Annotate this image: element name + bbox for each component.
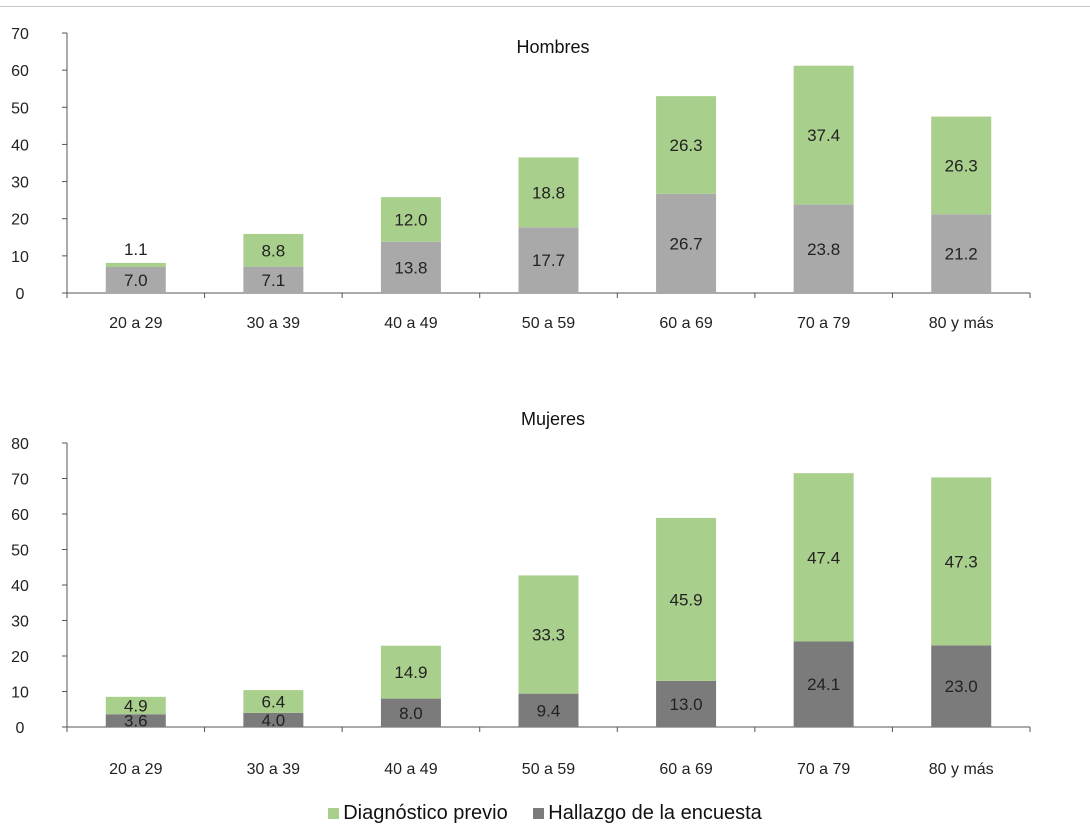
chart-title-hombres: Hombres bbox=[516, 37, 589, 57]
y-tick-label-mujeres: 40 bbox=[11, 578, 29, 595]
data-label-mujeres-hallazgo: 23.0 bbox=[945, 677, 978, 696]
x-tick-label-hombres: 80 y más bbox=[929, 315, 994, 332]
bar-hombres-diagnostico bbox=[380, 197, 441, 242]
bar-hombres-hallazgo bbox=[105, 267, 166, 293]
data-label-mujeres-hallazgo: 4.0 bbox=[262, 711, 286, 730]
bar-hombres-diagnostico bbox=[243, 233, 304, 267]
data-label-mujeres-diagnostico: 47.3 bbox=[945, 552, 978, 571]
y-tick-label-hombres: 70 bbox=[11, 26, 29, 43]
bar-mujeres-diagnostico bbox=[793, 473, 854, 642]
x-tick-label-hombres: 40 a 49 bbox=[384, 315, 437, 332]
data-label-hombres-diagnostico: 8.8 bbox=[262, 241, 286, 260]
bar-hombres-diagnostico bbox=[931, 116, 992, 215]
bar-hombres-hallazgo bbox=[380, 241, 441, 293]
bar-hombres-diagnostico bbox=[793, 65, 854, 205]
x-tick-label-hombres: 60 a 69 bbox=[659, 315, 712, 332]
legend-label-hallazgo: Hallazgo de la encuesta bbox=[548, 802, 762, 824]
y-tick-label-mujeres: 60 bbox=[11, 507, 29, 524]
x-tick-label-hombres: 70 a 79 bbox=[797, 315, 850, 332]
bar-mujeres-diagnostico bbox=[931, 477, 992, 646]
legend-item-diagnostico: Diagnóstico previo bbox=[328, 802, 508, 825]
data-label-mujeres-diagnostico: 6.4 bbox=[262, 692, 286, 711]
legend-swatch-diagnostico bbox=[328, 808, 340, 819]
data-label-mujeres-diagnostico: 14.9 bbox=[394, 663, 427, 682]
data-label-mujeres-diagnostico: 45.9 bbox=[670, 590, 703, 609]
data-label-hombres-diagnostico: 18.8 bbox=[532, 183, 565, 202]
x-tick-label-hombres: 30 a 39 bbox=[247, 315, 300, 332]
x-tick-label-hombres: 20 a 29 bbox=[109, 315, 162, 332]
charts-canvas: Hombres 0 10 20 30 40 50 60 70 20 a 29 7.0 1.1 30 a … bbox=[11, 26, 1031, 778]
bar-hombres-diagnostico bbox=[518, 157, 579, 228]
data-label-mujeres-diagnostico: 33.3 bbox=[532, 626, 565, 645]
x-tick-label-mujeres: 50 a 59 bbox=[522, 761, 575, 778]
data-label-mujeres-diagnostico: 47.4 bbox=[807, 548, 840, 567]
y-tick-label-hombres: 20 bbox=[11, 212, 29, 229]
data-label-hombres-hallazgo: 23.8 bbox=[807, 240, 840, 259]
data-label-hombres-hallazgo: 21.2 bbox=[945, 245, 978, 264]
legend: Diagnóstico previo Hallazgo de la encues… bbox=[0, 802, 1090, 825]
y-tick-label-mujeres: 10 bbox=[11, 685, 29, 702]
top-border-line bbox=[0, 6, 1090, 7]
data-label-hombres-diagnostico: 12.0 bbox=[394, 210, 427, 229]
legend-label-diagnostico: Diagnóstico previo bbox=[343, 802, 508, 824]
data-label-hombres-diagnostico: 26.3 bbox=[945, 156, 978, 175]
bar-mujeres-hallazgo bbox=[931, 645, 992, 727]
bar-hombres-hallazgo bbox=[931, 214, 992, 293]
x-tick-label-mujeres: 80 y más bbox=[929, 761, 994, 778]
y-tick-label-mujeres: 70 bbox=[11, 472, 29, 489]
bar-mujeres-hallazgo bbox=[793, 641, 854, 727]
bar-mujeres-diagnostico bbox=[105, 696, 166, 715]
chart-title-mujeres: Mujeres bbox=[521, 409, 585, 429]
y-tick-label-hombres: 10 bbox=[11, 249, 29, 266]
bar-mujeres-diagnostico bbox=[380, 645, 441, 699]
bar-mujeres-hallazgo bbox=[656, 680, 717, 727]
y-tick-label-mujeres: 50 bbox=[11, 543, 29, 560]
data-label-hombres-hallazgo: 17.7 bbox=[532, 251, 565, 270]
data-label-mujeres-hallazgo: 13.0 bbox=[670, 695, 703, 714]
data-label-hombres-diagnostico: 26.3 bbox=[670, 136, 703, 155]
y-tick-label-mujeres: 30 bbox=[11, 614, 29, 631]
bar-mujeres-diagnostico bbox=[656, 517, 717, 681]
data-label-hombres-hallazgo: 7.1 bbox=[262, 271, 286, 290]
x-tick-label-mujeres: 60 a 69 bbox=[659, 761, 712, 778]
x-tick-label-mujeres: 30 a 39 bbox=[247, 761, 300, 778]
bar-hombres-diagnostico bbox=[105, 262, 166, 267]
y-tick-label-mujeres: 80 bbox=[11, 436, 29, 453]
x-tick-label-hombres: 50 a 59 bbox=[522, 315, 575, 332]
x-tick-label-mujeres: 70 a 79 bbox=[797, 761, 850, 778]
legend-item-hallazgo: Hallazgo de la encuesta bbox=[533, 802, 762, 825]
y-tick-label-mujeres: 0 bbox=[16, 720, 25, 737]
data-label-hombres-hallazgo: 13.8 bbox=[394, 258, 427, 277]
bar-mujeres-hallazgo bbox=[243, 712, 304, 727]
y-tick-label-hombres: 40 bbox=[11, 137, 29, 154]
y-tick-label-mujeres: 20 bbox=[11, 649, 29, 666]
x-tick-label-mujeres: 20 a 29 bbox=[109, 761, 162, 778]
bar-hombres-hallazgo bbox=[656, 193, 717, 293]
bar-hombres-hallazgo bbox=[243, 266, 304, 293]
data-label-mujeres-hallazgo: 3.6 bbox=[124, 712, 148, 731]
bar-mujeres-diagnostico bbox=[243, 690, 304, 713]
y-tick-label-hombres: 30 bbox=[11, 175, 29, 192]
y-tick-label-hombres: 60 bbox=[11, 63, 29, 80]
data-label-mujeres-diagnostico: 4.9 bbox=[124, 697, 148, 716]
bar-hombres-hallazgo bbox=[518, 227, 579, 293]
x-tick-label-mujeres: 40 a 49 bbox=[384, 761, 437, 778]
data-label-mujeres-hallazgo: 9.4 bbox=[537, 701, 561, 720]
data-label-mujeres-hallazgo: 8.0 bbox=[399, 704, 423, 723]
bar-mujeres-diagnostico bbox=[518, 575, 579, 694]
data-label-hombres-diagnostico: 1.1 bbox=[124, 240, 148, 259]
y-tick-label-hombres: 0 bbox=[16, 286, 25, 303]
data-label-hombres-hallazgo: 7.0 bbox=[124, 271, 148, 290]
legend-swatch-hallazgo bbox=[533, 808, 545, 819]
bar-hombres-diagnostico bbox=[656, 96, 717, 194]
bar-mujeres-hallazgo bbox=[380, 698, 441, 727]
data-label-mujeres-hallazgo: 24.1 bbox=[807, 675, 840, 694]
bar-hombres-hallazgo bbox=[793, 204, 854, 293]
bar-mujeres-hallazgo bbox=[105, 714, 166, 727]
data-label-hombres-diagnostico: 37.4 bbox=[807, 126, 840, 145]
bar-mujeres-hallazgo bbox=[518, 693, 579, 727]
y-tick-label-hombres: 50 bbox=[11, 100, 29, 117]
data-label-hombres-hallazgo: 26.7 bbox=[670, 234, 703, 253]
